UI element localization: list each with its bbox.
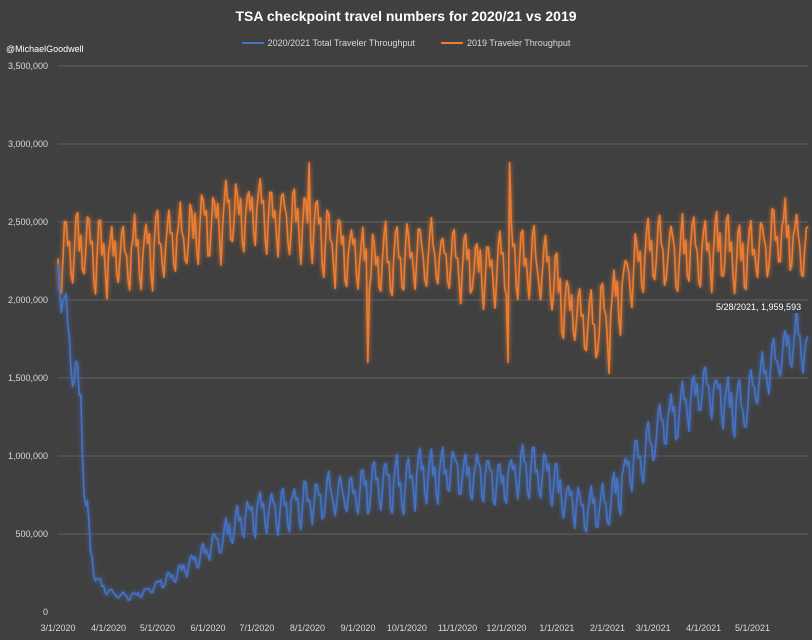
y-tick-label: 0 (43, 607, 48, 617)
data-callout: 5/28/2021, 1,959,593 (713, 301, 805, 313)
y-tick-label: 2,000,000 (8, 295, 48, 305)
x-tick-label: 4/1/2021 (686, 623, 721, 633)
x-tick-label: 5/1/2021 (735, 623, 770, 633)
legend-item-2019: 2019 Traveler Throughput (440, 38, 571, 48)
y-tick-label: 1,500,000 (8, 373, 48, 383)
x-tick-label: 4/1/2020 (91, 623, 126, 633)
y-tick-label: 3,000,000 (8, 139, 48, 149)
x-tick-label: 6/1/2020 (190, 623, 225, 633)
series-line-2019 (57, 161, 809, 375)
series-line-2020-2021 (57, 264, 809, 601)
chart-title: TSA checkpoint travel numbers for 2020/2… (235, 8, 577, 24)
legend-label-2020-2021: 2020/2021 Total Traveler Throughput (267, 38, 415, 48)
grid-lines (58, 65, 808, 535)
chart-legend: 2020/2021 Total Traveler Throughput 2019… (0, 38, 812, 48)
y-tick-label: 3,500,000 (8, 61, 48, 71)
x-tick-label: 5/1/2020 (140, 623, 175, 633)
x-tick-label: 11/1/2020 (438, 623, 477, 633)
y-tick-label: 2,500,000 (8, 217, 48, 227)
x-tick-label: 3/1/2021 (636, 623, 671, 633)
x-tick-label: 12/1/2020 (486, 623, 526, 633)
x-tick-label: 8/1/2020 (290, 623, 325, 633)
x-tick-label: 2/1/2021 (590, 623, 625, 633)
x-tick-label: 3/1/2020 (40, 623, 75, 633)
y-tick-label: 1,000,000 (8, 451, 48, 461)
legend-item-2020-2021: 2020/2021 Total Traveler Throughput (241, 38, 415, 48)
axis-labels: 0 500,000 1,000,000 1,500,000 2,000,000 2,500… (8, 61, 770, 633)
legend-swatch-blue (241, 42, 264, 44)
author-credit: @MichaelGoodwell (6, 44, 84, 54)
x-tick-label: 10/1/2020 (387, 623, 427, 633)
legend-swatch-orange (440, 42, 463, 44)
x-tick-label: 1/1/2021 (539, 623, 574, 633)
y-tick-label: 500,000 (15, 529, 48, 539)
legend-label-2019: 2019 Traveler Throughput (466, 38, 571, 48)
x-tick-label: 7/1/2020 (239, 623, 274, 633)
x-tick-label: 9/1/2020 (340, 623, 375, 633)
